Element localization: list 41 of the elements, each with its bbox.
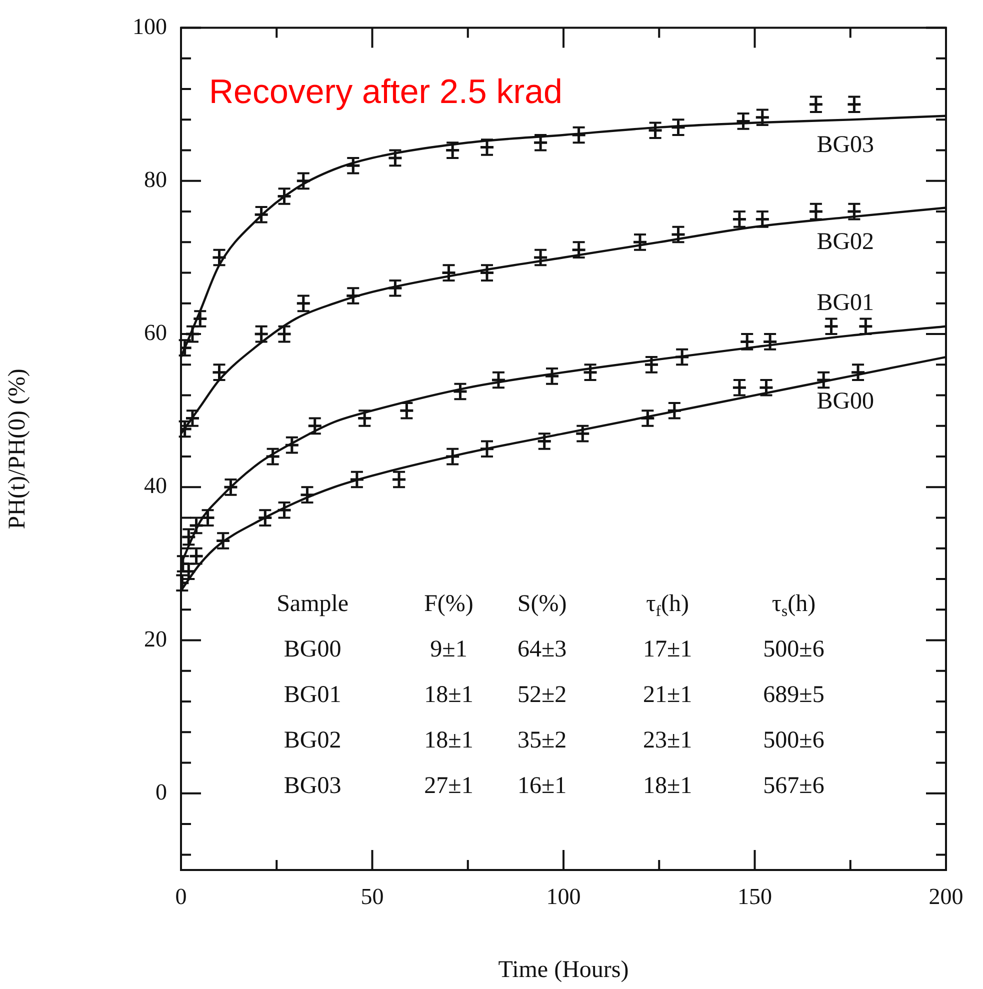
annotation: 17±1 xyxy=(642,636,692,662)
annotation: 18±1 xyxy=(424,682,474,708)
annotation: BG01 xyxy=(284,682,342,708)
annotation: 689±5 xyxy=(763,682,824,708)
annotation: 9±1 xyxy=(430,636,468,662)
x-tick-label: 50 xyxy=(360,884,384,909)
annotation: 64±3 xyxy=(517,636,567,662)
y-tick-label: 20 xyxy=(144,626,167,652)
annotation: BG03 xyxy=(284,772,342,799)
y-tick-label: 0 xyxy=(156,779,167,804)
y-tick-label: 100 xyxy=(132,14,167,39)
annotation: 18±1 xyxy=(642,772,692,799)
annotation: 18±1 xyxy=(424,727,474,754)
annotation: S(%) xyxy=(517,591,567,618)
y-tick-label: 40 xyxy=(144,473,167,498)
x-tick-label: 200 xyxy=(928,884,964,909)
series-label: BG01 xyxy=(816,290,874,316)
annotation: 35±2 xyxy=(517,727,567,754)
series-label: BG03 xyxy=(816,132,874,158)
annotation: 567±6 xyxy=(763,772,824,799)
x-tick-label: 100 xyxy=(546,884,581,909)
annotation: 23±1 xyxy=(642,727,692,754)
annotation: 52±2 xyxy=(517,682,567,708)
annotation: Sample xyxy=(276,591,349,618)
text: Recovery after 2.5 krad xyxy=(209,72,562,111)
x-tick-label: 150 xyxy=(738,884,772,909)
series-label: BG00 xyxy=(816,388,874,414)
series-label: BG02 xyxy=(816,229,874,256)
y-axis-title: PH(t)/PH(0) (%) xyxy=(4,368,31,530)
annotation: BG02 xyxy=(284,727,342,754)
x-axis-title: Time (Hours) xyxy=(498,956,629,983)
annotation: 27±1 xyxy=(424,772,474,799)
y-tick-label: 80 xyxy=(144,166,167,192)
y-tick-label: 60 xyxy=(144,320,167,346)
x-tick-label: 0 xyxy=(175,884,187,909)
annotation: 500±6 xyxy=(763,636,824,662)
annotation: F(%) xyxy=(424,591,474,618)
annotation: 16±1 xyxy=(517,772,567,799)
annotation: BG00 xyxy=(284,636,342,662)
annotation: 21±1 xyxy=(642,682,692,708)
annotation: 500±6 xyxy=(763,727,824,754)
